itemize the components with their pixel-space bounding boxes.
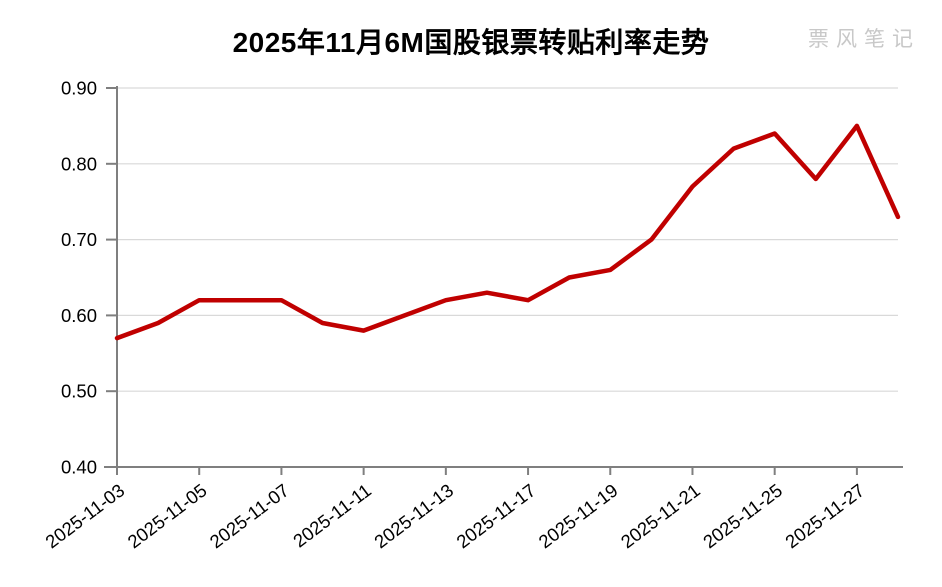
y-tick-label: 0.40 (61, 457, 97, 478)
x-tick-label: 2025-11-19 (535, 479, 622, 552)
y-tick-label: 0.90 (61, 78, 97, 99)
x-tick-label: 2025-11-11 (289, 479, 375, 551)
rate-series-line (114, 123, 901, 341)
y-tick-label: 0.80 (61, 153, 97, 174)
chart-title: 2025年11月6M国股银票转贴利率走势 (232, 27, 710, 58)
x-tick-label: 2025-11-03 (41, 479, 128, 552)
y-tick-label: 0.60 (61, 305, 97, 326)
x-tick-label: 2025-11-25 (699, 479, 786, 552)
y-tick-label: 0.50 (61, 381, 97, 402)
x-tick-label: 2025-11-21 (617, 479, 704, 552)
x-tick-label: 2025-11-27 (781, 479, 868, 552)
x-tick-label: 2025-11-13 (370, 479, 457, 552)
x-tick-label: 2025-11-05 (123, 479, 210, 552)
x-tick-label: 2025-11-17 (452, 479, 539, 552)
y-tick-label: 0.70 (61, 229, 97, 250)
watermark-text: 票风笔记 (808, 27, 920, 51)
x-tick-label: 2025-11-07 (206, 479, 293, 552)
